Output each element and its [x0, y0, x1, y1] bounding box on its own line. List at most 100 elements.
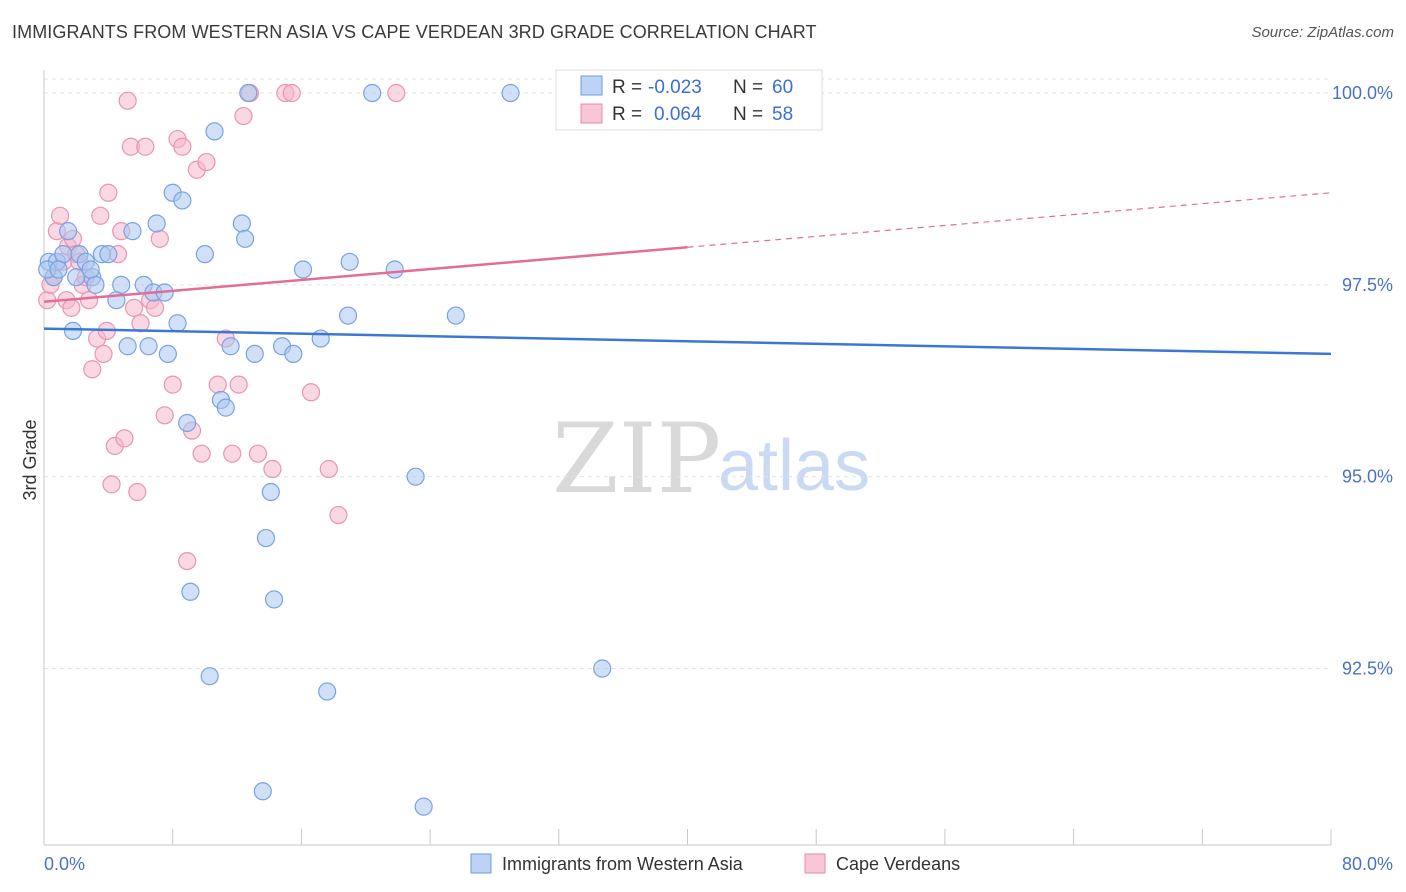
legend-n-label-pink: N =	[733, 104, 763, 125]
cape-verdean-point-34	[150, 229, 169, 248]
series-cape-verdeans	[38, 83, 406, 571]
legend-swatch-pink	[580, 103, 603, 124]
cape-verdean-point-56	[329, 505, 348, 525]
cape-verdean-point-39	[178, 551, 197, 571]
western-asia-point-29	[205, 122, 224, 141]
western-asia-point-9	[86, 275, 105, 294]
cape-verdean-point-14	[79, 291, 99, 310]
western-asia-point-3	[54, 245, 73, 264]
western-asia-point-51	[414, 797, 433, 816]
western-asia-point-49	[385, 260, 404, 279]
western-asia-point-11	[99, 245, 118, 264]
western-asia-point-39	[261, 482, 280, 502]
western-asia-point-27	[195, 245, 214, 264]
trend-line-0	[43, 327, 1332, 356]
western-asia-point-58	[67, 268, 86, 287]
bottom-legend: Immigrants from Western Asia Cape Verdea…	[470, 853, 960, 874]
legend-r-value-blue: -0.023	[648, 77, 702, 98]
bottom-legend-swatch-blue	[470, 853, 492, 874]
legend-swatch-blue	[580, 75, 603, 96]
legend-r-label-pink: R =	[612, 104, 642, 125]
western-asia-point-31	[216, 398, 235, 417]
western-asia-point-37	[253, 782, 272, 801]
western-asia-point-54	[593, 659, 612, 678]
y-tick-label: 100.0%	[1332, 83, 1393, 103]
western-asia-point-15	[123, 222, 142, 241]
cape-verdean-point-43	[197, 152, 216, 172]
chart-title: IMMIGRANTS FROM WESTERN ASIA VS CAPE VER…	[12, 22, 817, 42]
legend-n-label-blue: N =	[733, 77, 763, 98]
western-asia-point-26	[181, 582, 200, 601]
cape-verdean-point-46	[223, 444, 242, 463]
gridlines	[44, 78, 1331, 670]
stats-legend: R = -0.023 N = 60 R = 0.064 N = 58	[555, 69, 823, 131]
western-asia-point-33	[232, 214, 251, 233]
cape-verdean-point-38	[173, 137, 192, 156]
y-axis-label: 3rd Grade	[20, 419, 40, 500]
western-asia-point-17	[139, 337, 158, 356]
western-asia-point-34	[235, 229, 255, 248]
bottom-legend-swatch-pink	[804, 853, 826, 874]
cape-verdean-point-55	[319, 459, 338, 479]
cape-verdean-point-36	[163, 375, 182, 394]
western-asia-point-13	[112, 275, 131, 294]
western-asia-point-45	[318, 682, 337, 701]
western-asia-point-46	[338, 306, 358, 325]
cape-verdean-point-51	[263, 459, 282, 479]
x-tick-label: 80.0%	[1342, 854, 1393, 874]
y-tick-label: 97.5%	[1342, 275, 1393, 295]
x-tick-label: 0.0%	[44, 854, 85, 874]
western-asia-point-42	[284, 344, 303, 364]
bottom-legend-label-pink: Cape Verdeans	[836, 854, 960, 874]
y-ticks: 100.0% 97.5% 95.0% 92.5%	[1332, 83, 1393, 678]
cape-verdean-point-29	[128, 482, 147, 502]
x-ticks: 0.0% 80.0%	[43, 829, 1393, 874]
cape-verdean-point-17	[91, 206, 110, 225]
legend-r-label-blue: R =	[612, 77, 642, 98]
western-asia-point-35	[239, 83, 258, 103]
western-asia-point-48	[363, 83, 382, 103]
western-asia-point-4	[59, 222, 78, 241]
cape-verdean-point-53	[282, 83, 301, 103]
cape-verdean-point-4	[50, 206, 70, 225]
cape-verdean-point-33	[145, 298, 165, 317]
western-asia-point-57	[49, 260, 68, 279]
watermark-zip: ZIP	[552, 403, 721, 515]
western-asia-point-44	[311, 329, 330, 348]
cape-verdean-point-18	[94, 344, 113, 364]
western-asia-point-36	[245, 344, 264, 364]
western-asia-point-52	[446, 306, 465, 325]
cape-verdean-point-21	[102, 475, 121, 494]
y-tick-label: 95.0%	[1342, 467, 1393, 487]
cape-verdean-point-35	[155, 406, 174, 425]
western-asia-point-53	[501, 83, 520, 103]
cape-verdean-point-44	[208, 375, 227, 394]
legend-n-value-blue: 60	[772, 77, 793, 98]
cape-verdean-point-25	[115, 429, 134, 448]
cape-verdean-point-57	[387, 83, 406, 103]
cape-verdean-point-54	[301, 383, 321, 402]
trend-line-1-solid	[43, 246, 688, 303]
western-asia-point-59	[81, 260, 100, 279]
cape-verdean-point-8	[62, 298, 81, 317]
cape-verdean-point-28	[124, 298, 144, 317]
cape-verdean-point-48	[234, 106, 253, 126]
cape-verdean-point-20	[99, 183, 118, 202]
y-tick-label: 92.5%	[1342, 659, 1393, 679]
western-asia-point-32	[221, 337, 240, 356]
cape-verdean-point-26	[118, 91, 137, 110]
watermark-atlas: atlas	[718, 426, 870, 506]
legend-r-value-pink: 0.064	[654, 104, 702, 125]
western-asia-point-40	[264, 590, 284, 609]
western-asia-point-28	[200, 667, 219, 686]
source-label: Source: ZipAtlas.com	[1251, 24, 1394, 41]
cape-verdean-point-42	[192, 444, 211, 463]
western-asia-point-24	[173, 191, 192, 210]
cape-verdean-point-15	[83, 360, 102, 379]
western-asia-point-50	[406, 467, 425, 486]
western-asia-point-19	[147, 214, 166, 233]
western-asia-point-5	[63, 321, 83, 340]
cape-verdean-point-50	[248, 444, 268, 463]
western-asia-point-38	[256, 528, 276, 548]
